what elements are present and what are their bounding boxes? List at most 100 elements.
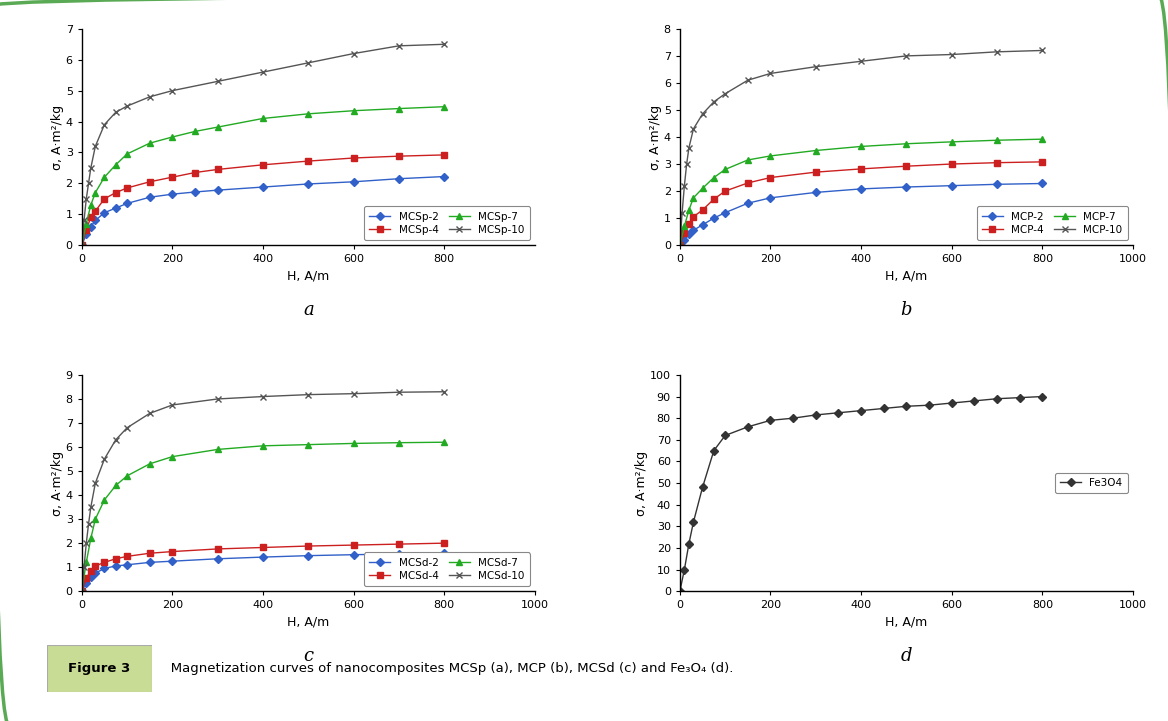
MCSp-4 xyxy=(142,177,157,186)
MCP-7 xyxy=(899,139,913,148)
MCP-4 xyxy=(854,164,868,173)
Fe3O4 xyxy=(1035,392,1049,401)
MCP-10 xyxy=(675,208,689,217)
MCP-2 xyxy=(764,193,778,202)
MCSp-10 xyxy=(120,102,134,110)
MCSd-2 xyxy=(79,578,93,587)
MCSp-10 xyxy=(392,42,406,50)
MCP-2 xyxy=(677,235,691,244)
MCSp-7 xyxy=(256,114,270,123)
MCSp-2 xyxy=(75,241,89,249)
MCSd-4 xyxy=(347,541,361,549)
MCP-2 xyxy=(741,199,755,208)
MCP-2 xyxy=(990,180,1004,189)
Text: d: d xyxy=(901,647,912,665)
MCP-4 xyxy=(764,173,778,182)
MCSp-7 xyxy=(210,123,224,131)
MCSd-2 xyxy=(437,549,451,557)
MCSd-10 xyxy=(89,479,103,487)
MCSd-7 xyxy=(120,472,134,480)
MCP-4 xyxy=(741,179,755,187)
Fe3O4 xyxy=(922,401,936,410)
MCSd-10 xyxy=(256,392,270,401)
MCSd-7 xyxy=(347,439,361,448)
MCSp-2 xyxy=(109,204,123,213)
MCSd-10 xyxy=(437,387,451,396)
MCP-10 xyxy=(899,52,913,61)
MCP-4 xyxy=(899,162,913,171)
Line: MCSp-7: MCSp-7 xyxy=(79,104,447,248)
MCSd-4 xyxy=(437,539,451,547)
Text: a: a xyxy=(303,301,314,319)
MCP-2 xyxy=(945,182,959,190)
Legend: MCSd-2, MCSd-4, MCSd-7, MCSd-10: MCSd-2, MCSd-4, MCSd-7, MCSd-10 xyxy=(364,552,529,586)
MCSd-10 xyxy=(109,435,123,444)
MCSp-10 xyxy=(75,241,89,249)
MCSd-7 xyxy=(109,481,123,490)
MCP-4 xyxy=(677,229,691,237)
Y-axis label: σ, A·m²/kg: σ, A·m²/kg xyxy=(51,105,64,169)
MCSd-7 xyxy=(166,452,180,461)
MCSp-10 xyxy=(210,77,224,86)
MCSd-4 xyxy=(166,547,180,556)
MCSp-7 xyxy=(84,200,98,209)
MCP-2 xyxy=(1035,180,1049,188)
MCP-10 xyxy=(687,125,701,133)
MCSd-7 xyxy=(210,445,224,454)
Fe3O4 xyxy=(877,404,891,412)
MCSd-10 xyxy=(77,563,91,572)
MCP-10 xyxy=(677,182,691,190)
Text: Magnetization curves of nanocomposites MCSp (a), MCP (b), MCSd (c) and Fe₃O₄ (d): Magnetization curves of nanocomposites M… xyxy=(158,662,734,676)
MCP-7 xyxy=(707,173,721,182)
MCSp-4 xyxy=(256,161,270,169)
Line: MCP-4: MCP-4 xyxy=(677,159,1045,248)
Fe3O4 xyxy=(808,411,822,420)
X-axis label: H, A/m: H, A/m xyxy=(885,270,927,283)
MCP-4 xyxy=(990,159,1004,167)
MCSp-7 xyxy=(120,150,134,159)
MCP-2 xyxy=(854,185,868,193)
MCSd-2 xyxy=(89,569,103,578)
MCP-7 xyxy=(808,146,822,155)
MCSp-4 xyxy=(301,156,315,165)
MCP-4 xyxy=(1035,158,1049,167)
MCSd-10 xyxy=(120,423,134,432)
MCSd-7 xyxy=(437,438,451,446)
MCSd-2 xyxy=(120,560,134,569)
MCSp-2 xyxy=(188,187,202,196)
Line: MCSp-10: MCSp-10 xyxy=(78,41,447,249)
MCSp-4 xyxy=(84,213,98,221)
MCSd-10 xyxy=(82,520,96,528)
MCP-7 xyxy=(673,241,687,249)
MCSp-2 xyxy=(437,172,451,181)
MCSp-4 xyxy=(75,241,89,249)
Line: MCSd-4: MCSd-4 xyxy=(79,540,447,594)
MCSp-10 xyxy=(437,40,451,48)
MCSd-7 xyxy=(84,534,98,543)
MCSp-7 xyxy=(166,133,180,141)
Y-axis label: σ, A·m²/kg: σ, A·m²/kg xyxy=(649,105,662,169)
MCP-7 xyxy=(854,142,868,151)
MCSd-10 xyxy=(142,409,157,417)
Fe3O4 xyxy=(677,565,691,574)
MCP-10 xyxy=(1035,46,1049,55)
MCP-7 xyxy=(695,184,709,193)
MCP-4 xyxy=(695,205,709,214)
MCP-4 xyxy=(808,168,822,177)
MCSd-2 xyxy=(84,572,98,581)
MCP-2 xyxy=(808,188,822,197)
Fe3O4 xyxy=(945,399,959,407)
Fe3O4 xyxy=(682,539,696,548)
Fe3O4 xyxy=(1013,394,1027,402)
MCP-10 xyxy=(718,89,732,98)
MCP-10 xyxy=(990,48,1004,56)
MCSp-4 xyxy=(166,173,180,182)
MCSd-7 xyxy=(301,441,315,449)
MCSd-7 xyxy=(142,459,157,468)
MCSd-2 xyxy=(166,557,180,565)
MCP-10 xyxy=(695,110,709,118)
MCSd-4 xyxy=(142,549,157,557)
MCP-10 xyxy=(764,69,778,78)
MCSp-4 xyxy=(79,226,93,234)
MCSd-10 xyxy=(75,587,89,596)
